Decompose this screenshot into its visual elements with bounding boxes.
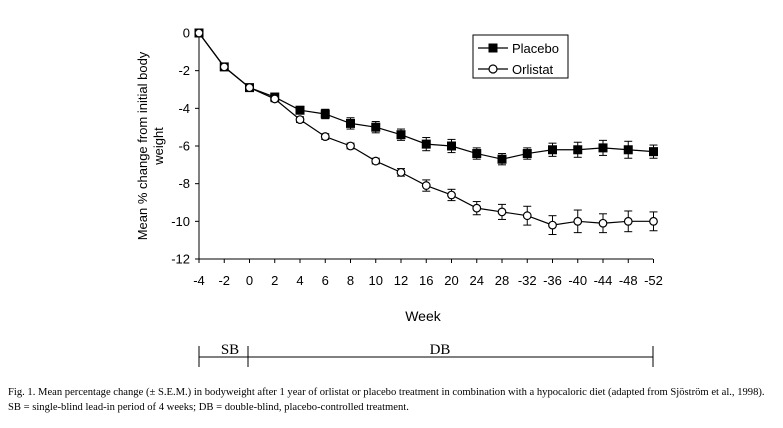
placebo-point: [497, 154, 507, 164]
y-tick-label: -4: [178, 101, 190, 116]
x-tick-label: -48: [619, 273, 638, 288]
x-ticks: -4 -2 0 2 4 6 8 10 12 16 20 24 28 -32 -36 -40 -44 -48 -52: [193, 259, 663, 288]
orlistat-point: [548, 220, 557, 230]
legend-orlistat-label: Orlistat: [512, 62, 554, 77]
x-tick-label: 28: [495, 273, 509, 288]
orlistat-point: [649, 216, 658, 226]
x-tick-label: 6: [322, 273, 329, 288]
placebo-point: [649, 147, 658, 157]
y-tick-label: -10: [171, 214, 190, 229]
y-tick-label: -6: [178, 139, 190, 154]
orlistat-point: [270, 94, 280, 104]
orlistat-point: [421, 181, 431, 190]
orlistat-point: [497, 207, 507, 217]
placebo-point: [522, 149, 532, 159]
orlistat-point: [346, 141, 355, 151]
placebo-point: [346, 118, 355, 128]
placebo-point: [295, 105, 305, 115]
x-tick-label: 4: [296, 273, 303, 288]
orlistat-point: [623, 216, 633, 226]
orlistat-point: [194, 28, 204, 38]
orlistat-point: [295, 115, 305, 125]
placebo-point: [623, 145, 633, 155]
orlistat-point: [598, 218, 608, 228]
figure-caption: Fig. 1. Mean percentage change (± S.E.M.…: [8, 387, 765, 413]
placebo-point: [371, 122, 381, 132]
orlistat-point: [573, 216, 583, 226]
legend-orlistat-marker: [488, 64, 498, 74]
x-tick-label: -52: [644, 273, 663, 288]
placebo-point: [320, 109, 330, 119]
orlistat-point: [371, 156, 381, 166]
x-axis-label: Week: [405, 308, 442, 324]
x-tick-label: -32: [518, 273, 537, 288]
x-tick-label: 20: [444, 273, 458, 288]
y-axis-label: Mean % change from initial body weight: [135, 51, 166, 240]
x-tick-label: -2: [218, 273, 230, 288]
orlistat-point: [472, 203, 482, 213]
period-label-sb: SB: [221, 342, 239, 358]
orlistat-point: [522, 211, 532, 221]
y-axis-label-line-2: weight: [151, 127, 166, 166]
placebo-point: [447, 141, 456, 151]
x-tick-label: 16: [419, 273, 433, 288]
orlistat-point: [320, 132, 330, 141]
x-tick-label: 10: [369, 273, 383, 288]
orlistat-line: [198, 32, 654, 226]
placebo-point: [421, 139, 431, 149]
placebo-point: [396, 130, 406, 140]
x-tick-label: 24: [470, 273, 484, 288]
orlistat-point: [396, 167, 406, 177]
orlistat-point: [447, 190, 456, 200]
series-group: [194, 28, 658, 236]
y-axis-label-line-1: Mean % change from initial body: [135, 51, 150, 240]
legend: Placebo Orlistat: [472, 34, 569, 79]
period-bar: SB DB: [198, 342, 654, 367]
x-tick-label: -40: [568, 273, 587, 288]
placebo-point: [598, 143, 608, 153]
orlistat-point: [219, 62, 229, 72]
placebo-point: [472, 149, 482, 159]
y-tick-label: -12: [171, 252, 190, 267]
legend-placebo-label: Placebo: [512, 41, 559, 56]
y-tick-label: -2: [178, 63, 190, 78]
period-label-db: DB: [430, 342, 451, 358]
x-tick-label: 12: [394, 273, 408, 288]
x-tick-label: 2: [271, 273, 278, 288]
placebo-point: [573, 145, 583, 155]
x-tick-label: -36: [543, 273, 562, 288]
y-tick-label: -8: [178, 176, 190, 191]
x-tick-label: 0: [246, 273, 253, 288]
x-tick-label: -4: [193, 273, 205, 288]
orlistat-point: [245, 83, 254, 93]
x-tick-label: 8: [347, 273, 354, 288]
legend-placebo-marker: [488, 43, 498, 53]
x-tick-label: -44: [594, 273, 613, 288]
y-tick-label: 0: [183, 26, 190, 41]
y-ticks: 0 -2 -4 -6 -8 -10 -12: [171, 26, 199, 267]
placebo-point: [548, 145, 557, 155]
